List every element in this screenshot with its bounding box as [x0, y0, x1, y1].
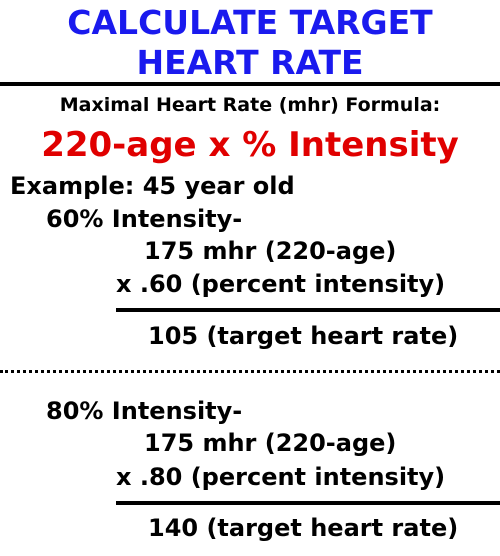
formula-heading: Maximal Heart Rate (mhr) Formula:	[59, 94, 441, 116]
intensity: 80% Intensity-	[46, 397, 243, 425]
mhr-line: 175 mhr (220-age)	[144, 237, 397, 265]
multiplier-line: x .80 (percent intensity)	[116, 463, 446, 491]
formula-expression: 220-age x % Intensity	[41, 125, 459, 165]
title-line: HEART RATE	[136, 43, 364, 82]
divider	[0, 82, 500, 86]
result: 105 (target heart rate)	[148, 322, 459, 350]
mhr-line: 175 mhr (220-age)	[144, 429, 397, 457]
dotted-divider	[0, 370, 500, 373]
intensity: 60% Intensity-	[46, 205, 243, 233]
example-label: Example: 45 year old	[10, 172, 295, 200]
result: 140 (target heart rate)	[148, 514, 459, 542]
sum-line	[116, 501, 500, 505]
multiplier-line: x .60 (percent intensity)	[116, 270, 446, 298]
sum-line	[116, 308, 500, 312]
title-line: CALCULATE TARGET	[67, 3, 433, 42]
